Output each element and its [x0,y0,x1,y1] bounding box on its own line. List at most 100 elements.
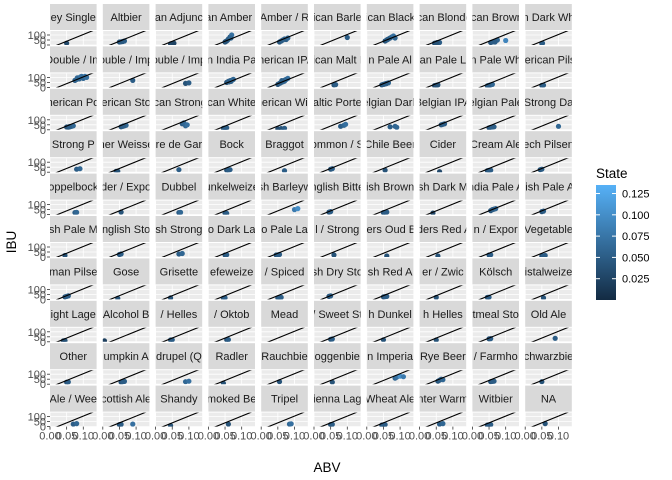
facet-strip [472,4,519,30]
trend-line [478,285,516,300]
trend-line [319,412,358,427]
trend-line [425,243,463,257]
data-point [74,421,80,427]
facet-panel: ican Black [366,4,414,46]
facet-strip [366,4,414,30]
facet-strip-label: Braggot [265,139,304,151]
data-point [333,82,339,88]
facet-panel: o Pale La [260,216,308,258]
data-point [278,294,284,300]
facet-panel: Shandy 0.000.050.10 [145,385,203,443]
facet-strip [366,88,414,115]
facet-strip-label: / Sweet St [312,309,362,321]
facet-strip [50,173,97,200]
facet-strip [472,88,519,115]
trend-line [372,115,411,130]
data-point [555,123,562,129]
facet-panel: ican Blonde [419,4,467,46]
facet-strip [102,216,150,242]
data-point [102,338,108,342]
trend-line [531,158,569,173]
facet-panel: rican Malt L [313,46,361,88]
trend-line [531,243,569,257]
x-tick-label: 0.00 [356,431,377,443]
facet-panel: lders Red A [419,216,467,258]
x-tick-label: 0.05 [267,431,288,443]
facet-strip-label: ndia Pale A [468,182,524,194]
facet-panel: Wheat Ale 0.000.050.10 [356,385,414,443]
trend-line [478,73,516,88]
trend-line [55,31,94,45]
facet-strip [419,4,467,30]
y-tick-label: 0 [40,294,46,306]
facet-panel: NA 0.000.050.10 [514,385,572,443]
trend-line [372,370,411,385]
facet-strip-label: n Pale Al [368,54,411,66]
facet-strip-label: n Imperia [367,351,414,363]
facet-strip-label: sh Dark M [418,182,468,194]
facet-strip-label: nglish Bitte [310,182,364,194]
facet-panel: / Helles [155,300,203,343]
facet-strip [102,88,150,115]
facet-strip-label: cottish Ale [101,394,151,406]
x-tick-label: 0.10 [337,431,358,443]
facet-strip-label: ommon / S [311,139,364,151]
facet-strip [314,258,361,285]
y-tick-label: 50 [34,205,46,217]
trend-line [55,285,94,300]
facet-strip [50,216,97,242]
facet-panel: altic Porte [313,88,361,131]
facet-strip-label: umpkin A [103,351,149,363]
data-point [74,209,80,215]
data-point [176,167,182,173]
facet-strip [314,131,361,158]
y-tick-label: 100 [28,412,46,424]
trend-line [372,158,411,173]
trend-line [478,370,516,385]
trend-line [267,412,305,427]
data-point [436,169,443,173]
y-tick-label: 100 [28,242,46,254]
trend-line [425,115,463,130]
y-tick-label: 0 [40,40,46,52]
facet-strip [419,46,467,73]
facet-panel: lers Oud B [366,216,414,258]
trend-line [55,200,94,215]
facet-strip-label: NA [541,394,557,406]
trend-line [161,243,199,257]
trend-line [108,115,147,130]
facet-panel: sh Dark M [418,173,468,216]
facet-strip [155,258,203,285]
facet-strip [314,343,361,370]
data-point [179,250,185,257]
x-tick-label: 0.05 [214,431,235,443]
facet-strip [525,46,572,73]
trend-line [161,158,199,173]
data-point [491,378,497,384]
x-tick-label: 0.10 [125,431,146,443]
legend-label: 0.050 [622,252,650,264]
facet-strip [314,385,361,412]
facet-strip-label: / Farmho [474,351,518,363]
facet-strip-label: nter Warm [417,394,468,406]
y-tick-label: 50 [34,120,46,132]
facet-panel: h Dunkel [366,300,414,343]
trend-line [108,370,147,385]
facet-strip [50,131,97,158]
facet-strip-label: nglish Sto [102,224,150,236]
facet-panel: moked Be 0.000.050.10 [198,385,255,443]
facet-strip-label: ey Single [51,12,96,24]
trend-line [267,73,305,88]
trend-line [478,31,516,45]
facet-strip-label: Bock [219,139,244,151]
trend-line [478,327,516,342]
facet-strip-label: unkelweize [204,182,258,194]
y-tick-label: 0 [40,422,46,434]
legend-label: 0.125 [622,189,650,201]
facet-panel: n India Pa [207,46,255,88]
trend-line [161,327,199,342]
facet-panel: an Amber / [207,4,255,46]
